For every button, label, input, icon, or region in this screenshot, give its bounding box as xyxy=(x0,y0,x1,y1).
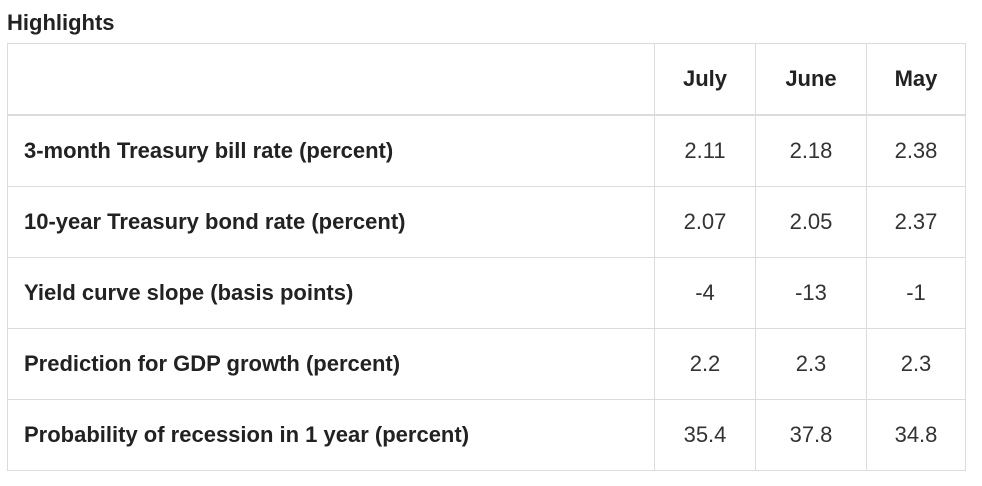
header-cell-may: May xyxy=(866,43,966,116)
table-row: Yield curve slope (basis points) -4 -13 … xyxy=(7,257,966,329)
row-label: 3-month Treasury bill rate (percent) xyxy=(7,114,655,187)
table-row: 10-year Treasury bond rate (percent) 2.0… xyxy=(7,186,966,258)
cell-value-may: -1 xyxy=(866,257,966,329)
cell-value-june: 37.8 xyxy=(755,399,867,471)
row-label: Yield curve slope (basis points) xyxy=(7,257,655,329)
cell-value-july: 2.07 xyxy=(654,186,756,258)
cell-value-june: 2.18 xyxy=(755,114,867,187)
header-cell-june: June xyxy=(755,43,867,116)
table-row: Probability of recession in 1 year (perc… xyxy=(7,399,966,471)
table-title: Highlights xyxy=(7,10,115,35)
cell-value-may: 2.38 xyxy=(866,114,966,187)
cell-value-july: 2.2 xyxy=(654,328,756,400)
cell-value-may: 2.3 xyxy=(866,328,966,400)
row-label: Prediction for GDP growth (percent) xyxy=(7,328,655,400)
header-row: July June May xyxy=(7,43,966,116)
highlights-table: July June May 3-month Treasury bill rate… xyxy=(7,43,966,471)
cell-value-june: 2.05 xyxy=(755,186,867,258)
cell-value-july: 2.11 xyxy=(654,114,756,187)
table-row: Prediction for GDP growth (percent) 2.2 … xyxy=(7,328,966,400)
cell-value-july: -4 xyxy=(654,257,756,329)
table-row: 3-month Treasury bill rate (percent) 2.1… xyxy=(7,114,966,187)
cell-value-may: 2.37 xyxy=(866,186,966,258)
header-cell-label xyxy=(7,43,655,116)
header-cell-july: July xyxy=(654,43,756,116)
cell-value-june: -13 xyxy=(755,257,867,329)
cell-value-may: 34.8 xyxy=(866,399,966,471)
cell-value-june: 2.3 xyxy=(755,328,867,400)
cell-value-july: 35.4 xyxy=(654,399,756,471)
row-label: Probability of recession in 1 year (perc… xyxy=(7,399,655,471)
row-label: 10-year Treasury bond rate (percent) xyxy=(7,186,655,258)
